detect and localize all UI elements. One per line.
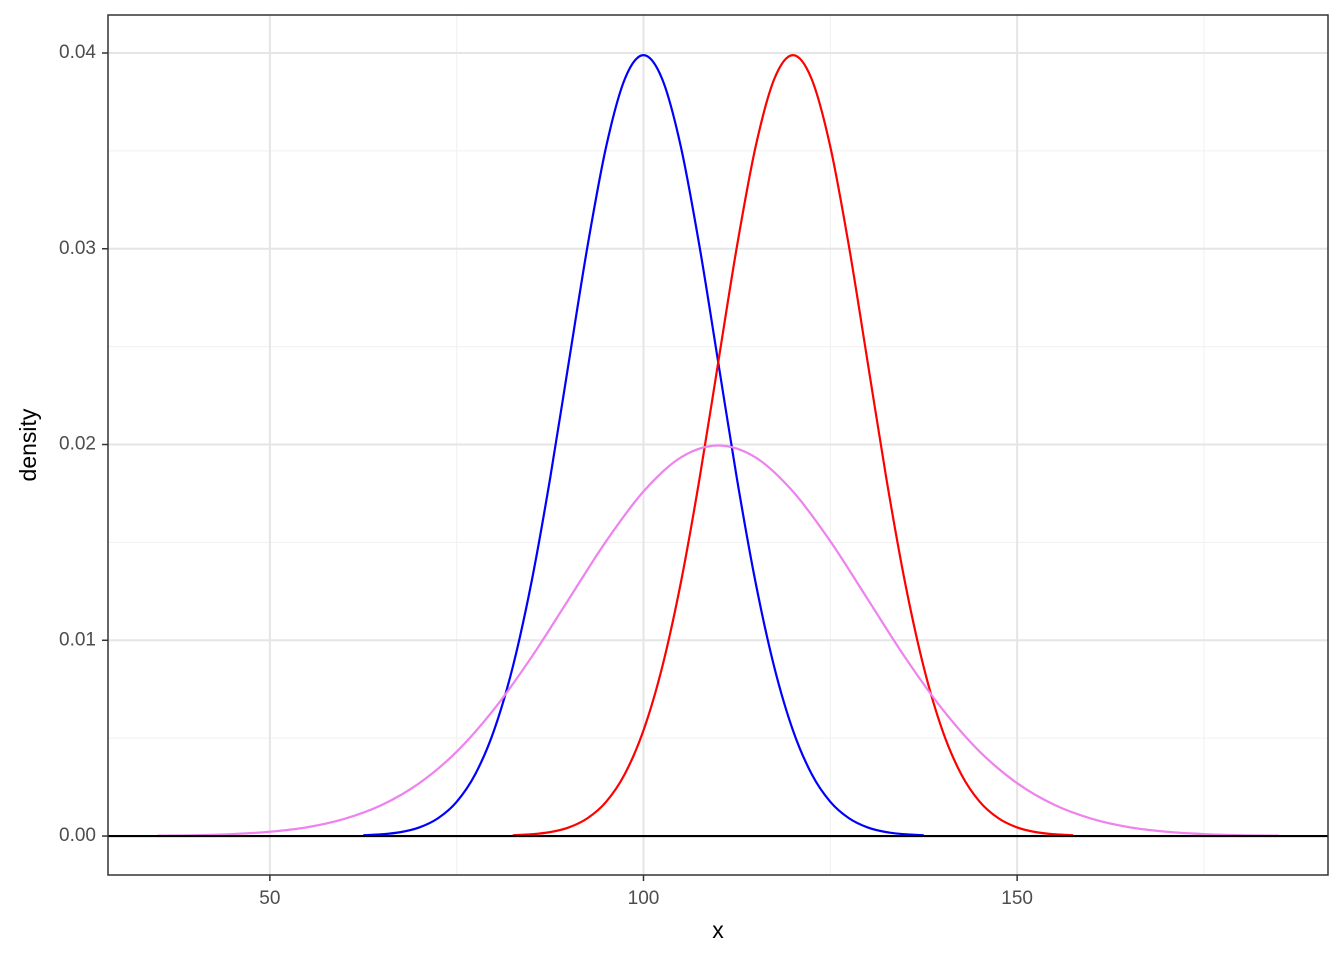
x-tick-label: 150 bbox=[1001, 888, 1033, 909]
x-tick-label: 50 bbox=[259, 888, 280, 909]
y-tick-label: 0.04 bbox=[59, 42, 96, 63]
x-axis-title: x bbox=[712, 917, 724, 943]
y-tick-label: 0.03 bbox=[59, 238, 96, 259]
plot-border bbox=[107, 14, 1329, 876]
y-tick-label: 0.00 bbox=[59, 825, 96, 846]
density-line bbox=[512, 54, 1074, 837]
density-line bbox=[363, 54, 924, 837]
density-line bbox=[157, 444, 1279, 837]
y-axis-title: density bbox=[15, 408, 41, 481]
y-tick-label: 0.02 bbox=[59, 434, 96, 455]
x-tick-label: 100 bbox=[628, 888, 660, 909]
y-tick-label: 0.01 bbox=[59, 629, 96, 650]
